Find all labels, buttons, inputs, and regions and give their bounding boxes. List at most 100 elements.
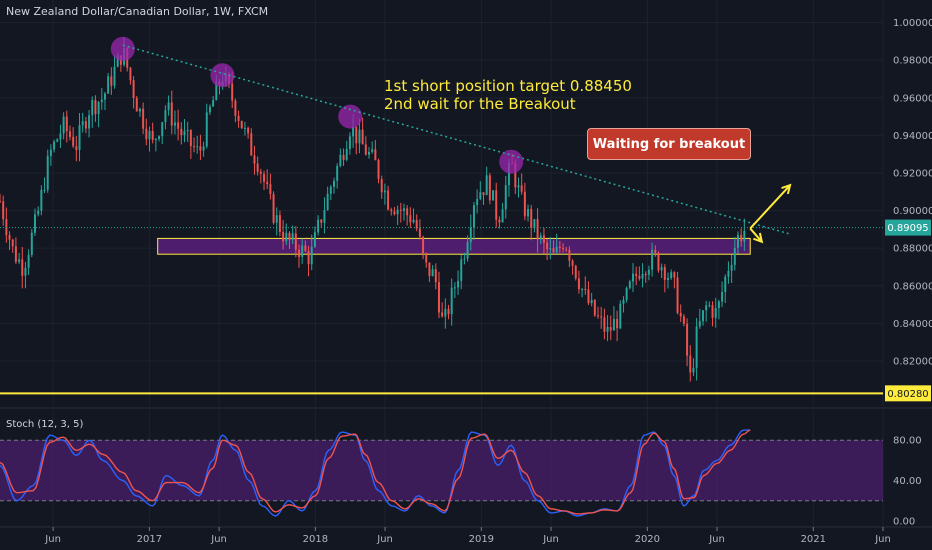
- candle-up: [202, 141, 205, 157]
- stoch-band: [0, 440, 883, 501]
- candle-up: [212, 95, 215, 107]
- candle-up: [469, 214, 472, 251]
- candle-down: [689, 345, 692, 382]
- support-resistance-zone: [157, 237, 751, 255]
- candle-up: [628, 279, 631, 290]
- price-tick-label: 0.84000: [893, 319, 932, 330]
- candle-down: [437, 271, 440, 319]
- time-tick-label: Jun: [210, 534, 227, 545]
- candle-down: [523, 182, 526, 221]
- candle-up: [743, 218, 746, 252]
- candle-up: [708, 301, 711, 308]
- candle-down: [364, 136, 367, 156]
- trendline-touch-circle: [210, 63, 235, 88]
- candle-down: [679, 304, 682, 323]
- candle-down: [409, 207, 412, 228]
- candle-down: [240, 120, 243, 129]
- candle-down: [151, 122, 154, 144]
- price-tick-label: 0.94000: [893, 131, 932, 142]
- candle-up: [733, 236, 736, 271]
- candle-up: [533, 219, 536, 233]
- candle-up: [444, 298, 447, 329]
- candle-down: [399, 202, 402, 223]
- candle-up: [107, 72, 110, 94]
- support-price-badge: [885, 385, 931, 402]
- trendline-touch-circle: [338, 104, 363, 129]
- candle-down: [536, 208, 539, 253]
- candle-down: [530, 204, 533, 241]
- candle-down: [600, 306, 603, 329]
- candle-up: [457, 270, 460, 295]
- candle-up: [285, 223, 288, 246]
- candle-up: [59, 124, 62, 148]
- candle-down: [387, 185, 390, 211]
- candle-up: [670, 269, 673, 280]
- candle-down: [520, 173, 523, 195]
- candle-down: [129, 66, 132, 85]
- price-tick-label: 0.88000: [893, 244, 932, 255]
- stochastic-pane: [0, 429, 883, 517]
- candle-up: [581, 287, 584, 298]
- candle-up: [148, 126, 151, 152]
- candle-up: [329, 184, 332, 201]
- candle-down: [298, 244, 300, 268]
- candle-up: [158, 135, 161, 142]
- candle-down: [542, 228, 545, 254]
- candle-up: [736, 231, 739, 254]
- candle-down: [425, 252, 428, 268]
- candle-down: [256, 156, 259, 176]
- candle-down: [72, 127, 75, 148]
- candle-up: [161, 121, 164, 145]
- candle-down: [584, 276, 587, 295]
- candle-down: [682, 314, 685, 327]
- price-tick-label: 0.86000: [893, 281, 932, 292]
- candle-down: [237, 110, 240, 128]
- candle-down: [562, 243, 565, 253]
- candle-down: [374, 139, 377, 161]
- candle-up: [460, 254, 463, 290]
- candle-down: [488, 172, 491, 205]
- candle-up: [371, 141, 374, 154]
- candle-down: [170, 90, 173, 135]
- pullback-arrow: [749, 227, 764, 244]
- candle-down: [259, 168, 262, 184]
- candle-up: [527, 204, 530, 222]
- time-tick-label: 2017: [137, 534, 162, 545]
- candle-down: [552, 240, 555, 254]
- candle-down: [75, 136, 78, 162]
- note-line-2: 2nd wait for the Breakout: [384, 95, 576, 113]
- note-line-1: 1st short position target 0.88450: [384, 77, 632, 95]
- breakout-callout: Waiting for breakout: [587, 128, 751, 160]
- candle-down: [597, 306, 600, 319]
- candle-down: [0, 193, 1, 203]
- candle-up: [606, 315, 609, 342]
- candle-down: [638, 266, 641, 281]
- candle-down: [180, 122, 183, 145]
- candle-up: [88, 110, 91, 138]
- support-zone-rect: [157, 237, 751, 255]
- candle-down: [644, 271, 647, 283]
- price-tick-label: 0.98000: [893, 56, 932, 67]
- candle-up: [504, 175, 507, 219]
- time-tick-label: 2020: [635, 534, 660, 545]
- price-tick-label: 0.92000: [893, 168, 932, 179]
- candle-up: [625, 286, 628, 303]
- candle-down: [418, 219, 421, 240]
- candle-down: [495, 182, 498, 228]
- candle-down: [355, 126, 358, 155]
- trendline-touch-circle: [499, 149, 524, 174]
- candle-down: [189, 129, 192, 159]
- candle-up: [154, 137, 157, 152]
- candle-down: [676, 271, 679, 315]
- candle-down: [263, 170, 266, 191]
- candle-up: [56, 138, 59, 143]
- candle-up: [97, 100, 100, 128]
- candle-up: [196, 136, 199, 154]
- current-price-badge: [885, 219, 931, 236]
- candle-down: [250, 128, 253, 156]
- candle-down: [142, 102, 145, 135]
- candle-up: [702, 310, 704, 326]
- candle-up: [208, 104, 211, 116]
- candle-up: [705, 300, 708, 322]
